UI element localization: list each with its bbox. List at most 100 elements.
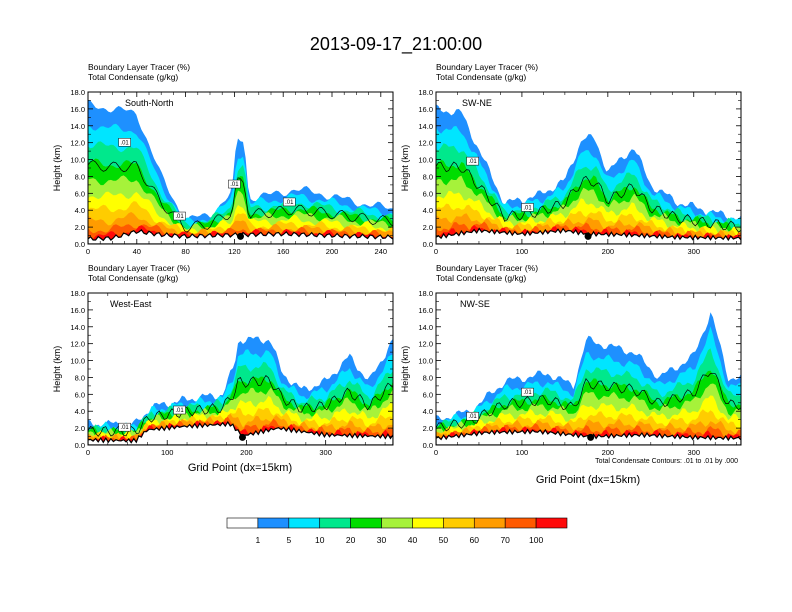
y-tick-label: 14.0 <box>70 323 85 332</box>
x-tick-label: 200 <box>240 448 253 457</box>
contour-label-box <box>466 156 479 166</box>
y-tick-label: 0.0 <box>75 240 85 249</box>
colorbar-swatch-0 <box>226 517 259 529</box>
x-tick-label: 240 <box>375 247 388 256</box>
panel-subtitle-condensate: Total Condensate (g/kg) <box>88 273 178 283</box>
y-tick-label: 12.0 <box>70 340 85 349</box>
colorbar-swatch-8 <box>473 517 506 529</box>
x-tick-label: 0 <box>434 247 438 256</box>
contour-note: Total Condensate Contours: .01 to .01 by… <box>595 458 738 465</box>
y-axis-label: Height (km) <box>52 346 62 393</box>
y-tick-label: 18.0 <box>418 289 433 298</box>
y-tick-label: 16.0 <box>70 306 85 315</box>
contour-label: .01 <box>468 414 477 420</box>
colorbar-label: 70 <box>500 535 510 545</box>
y-tick-label: 12.0 <box>70 139 85 148</box>
y-tick-label: 0.0 <box>75 441 85 450</box>
y-tick-label: 12.0 <box>418 340 433 349</box>
y-tick-label: 6.0 <box>75 390 85 399</box>
panel-west-east: .01 .01 0.0 2.0 4.0 6.0 8.0 10.0 12.0 14.0 16.0 18.… <box>52 263 394 457</box>
colorbar-label: 5 <box>286 535 291 545</box>
y-axis-label: Height (km) <box>400 145 410 192</box>
colorbar-label: 20 <box>346 535 356 545</box>
y-tick-label: 10.0 <box>418 156 433 165</box>
y-tick-label: 18.0 <box>70 289 85 298</box>
tracer-field: .01 .01 <box>88 336 393 445</box>
station-marker <box>584 232 592 240</box>
colorbar: 1 5 10 20 30 40 50 60 70 100 <box>226 517 568 545</box>
y-tick-label: 2.0 <box>423 223 433 232</box>
y-tick-label: 6.0 <box>423 390 433 399</box>
x-tick-label: 100 <box>516 247 529 256</box>
contour-label: .01 <box>523 390 532 396</box>
panel-sw-ne: .01 .01 0.0 2.0 4.0 6.0 8.0 10.0 12.0 14.0 16.0 18.… <box>400 62 742 256</box>
station-marker <box>238 433 246 441</box>
condensate-contour <box>88 374 393 437</box>
contour-label-box <box>173 211 186 221</box>
y-tick-label: 16.0 <box>418 306 433 315</box>
panel-title: NW-SE <box>460 299 490 309</box>
colorbar-swatch-3 <box>319 517 351 529</box>
panel-subtitle-condensate: Total Condensate (g/kg) <box>436 273 526 283</box>
tracer-field: .01 .01 <box>436 104 741 244</box>
panel-title: SW-NE <box>462 98 492 108</box>
colorbar-label: 100 <box>529 535 543 545</box>
colorbar-swatch-10 <box>535 517 568 529</box>
x-tick-label: 200 <box>602 448 615 457</box>
colorbar-label: 50 <box>439 535 449 545</box>
contour-label: .01 <box>175 214 184 220</box>
panel-nw-se: .01 .01 0.0 2.0 4.0 6.0 8.0 10.0 12.0 14.0 16.0 18.… <box>400 263 742 457</box>
tracer-field: .01 .01 <box>436 312 741 445</box>
colorbar-swatch-6 <box>412 517 444 529</box>
condensate-contour <box>88 159 393 233</box>
y-tick-label: 2.0 <box>423 424 433 433</box>
y-tick-label: 4.0 <box>423 206 433 215</box>
x-tick-label: 0 <box>86 448 90 457</box>
colorbar-swatch-5 <box>381 517 413 529</box>
contour-label: .01 <box>468 159 477 165</box>
y-tick-label: 8.0 <box>423 172 433 181</box>
x-tick-label: 40 <box>133 247 141 256</box>
y-tick-label: 14.0 <box>418 122 433 131</box>
condensate-contour <box>436 161 741 233</box>
x-tick-label: 0 <box>434 448 438 457</box>
colorbar-label: 30 <box>377 535 387 545</box>
y-axis-label: Height (km) <box>52 145 62 192</box>
y-tick-label: 4.0 <box>75 206 85 215</box>
x-tick-label: 80 <box>181 247 189 256</box>
contour-label-box <box>283 197 296 207</box>
contour-label: .01 <box>285 200 294 206</box>
station-marker <box>237 232 244 240</box>
contour-label: .01 <box>230 182 239 188</box>
panel-subtitle-tracer: Boundary Layer Tracer (%) <box>436 62 538 72</box>
contour-label-box <box>521 203 534 212</box>
contour-label-box <box>228 179 241 189</box>
panel-subtitle-condensate: Total Condensate (g/kg) <box>88 72 178 82</box>
panel-south-north: .01 .01 .01 .01 0.0 2.0 4.0 6.0 8.0 10.0 12.0 14.0 1… <box>52 62 394 256</box>
y-tick-label: 18.0 <box>418 88 433 97</box>
colorbar-swatch-2 <box>288 517 321 529</box>
contour-label: .01 <box>120 140 129 146</box>
contour-label-box <box>118 138 131 147</box>
y-tick-label: 8.0 <box>75 172 85 181</box>
y-tick-label: 16.0 <box>418 105 433 114</box>
panel-title: West-East <box>110 299 152 309</box>
contour-label: .01 <box>175 408 184 414</box>
y-tick-label: 2.0 <box>75 424 85 433</box>
panel-subtitle-tracer: Boundary Layer Tracer (%) <box>88 263 190 273</box>
x-tick-label: 100 <box>161 448 174 457</box>
contour-label-box <box>173 405 186 415</box>
x-tick-label: 0 <box>86 247 90 256</box>
panel-title: South-North <box>125 98 174 108</box>
panel-subtitle-condensate: Total Condensate (g/kg) <box>436 72 526 82</box>
station-marker <box>587 433 595 441</box>
x-axis-label-right: Grid Point (dx=15km) <box>536 474 640 486</box>
colorbar-label: 1 <box>256 535 261 545</box>
contour-label: .01 <box>120 425 129 431</box>
y-tick-label: 18.0 <box>70 88 85 97</box>
panel-subtitle-tracer: Boundary Layer Tracer (%) <box>436 263 538 273</box>
panel-subtitle-tracer: Boundary Layer Tracer (%) <box>88 62 190 72</box>
x-tick-label: 300 <box>687 448 700 457</box>
y-tick-label: 0.0 <box>423 240 433 249</box>
